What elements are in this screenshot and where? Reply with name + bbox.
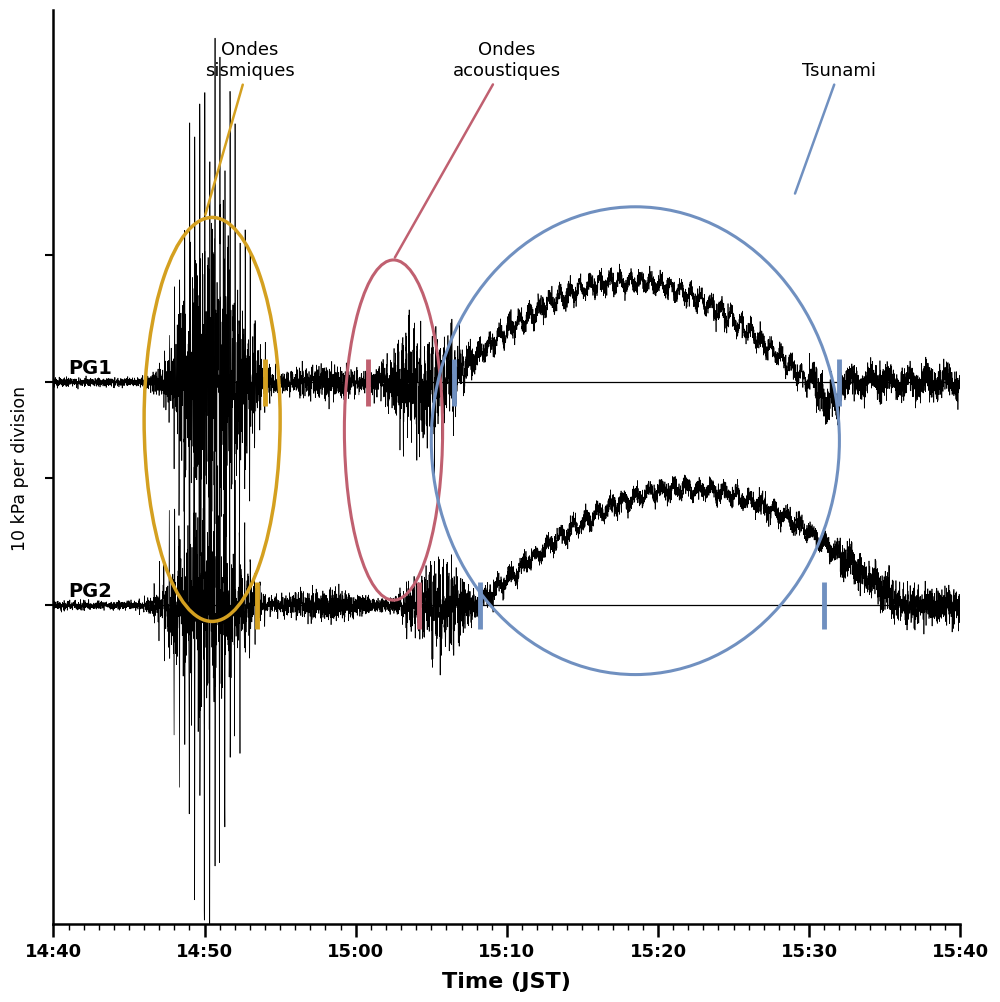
X-axis label: Time (JST): Time (JST) [442,971,571,991]
Text: PG1: PG1 [69,359,112,378]
Text: PG2: PG2 [69,581,112,600]
Text: Ondes
sismiques: Ondes sismiques [205,41,295,215]
Text: Ondes
acoustiques: Ondes acoustiques [395,41,561,259]
Y-axis label: 10 kPa per division: 10 kPa per division [11,386,29,550]
Text: Tsunami: Tsunami [795,62,876,194]
